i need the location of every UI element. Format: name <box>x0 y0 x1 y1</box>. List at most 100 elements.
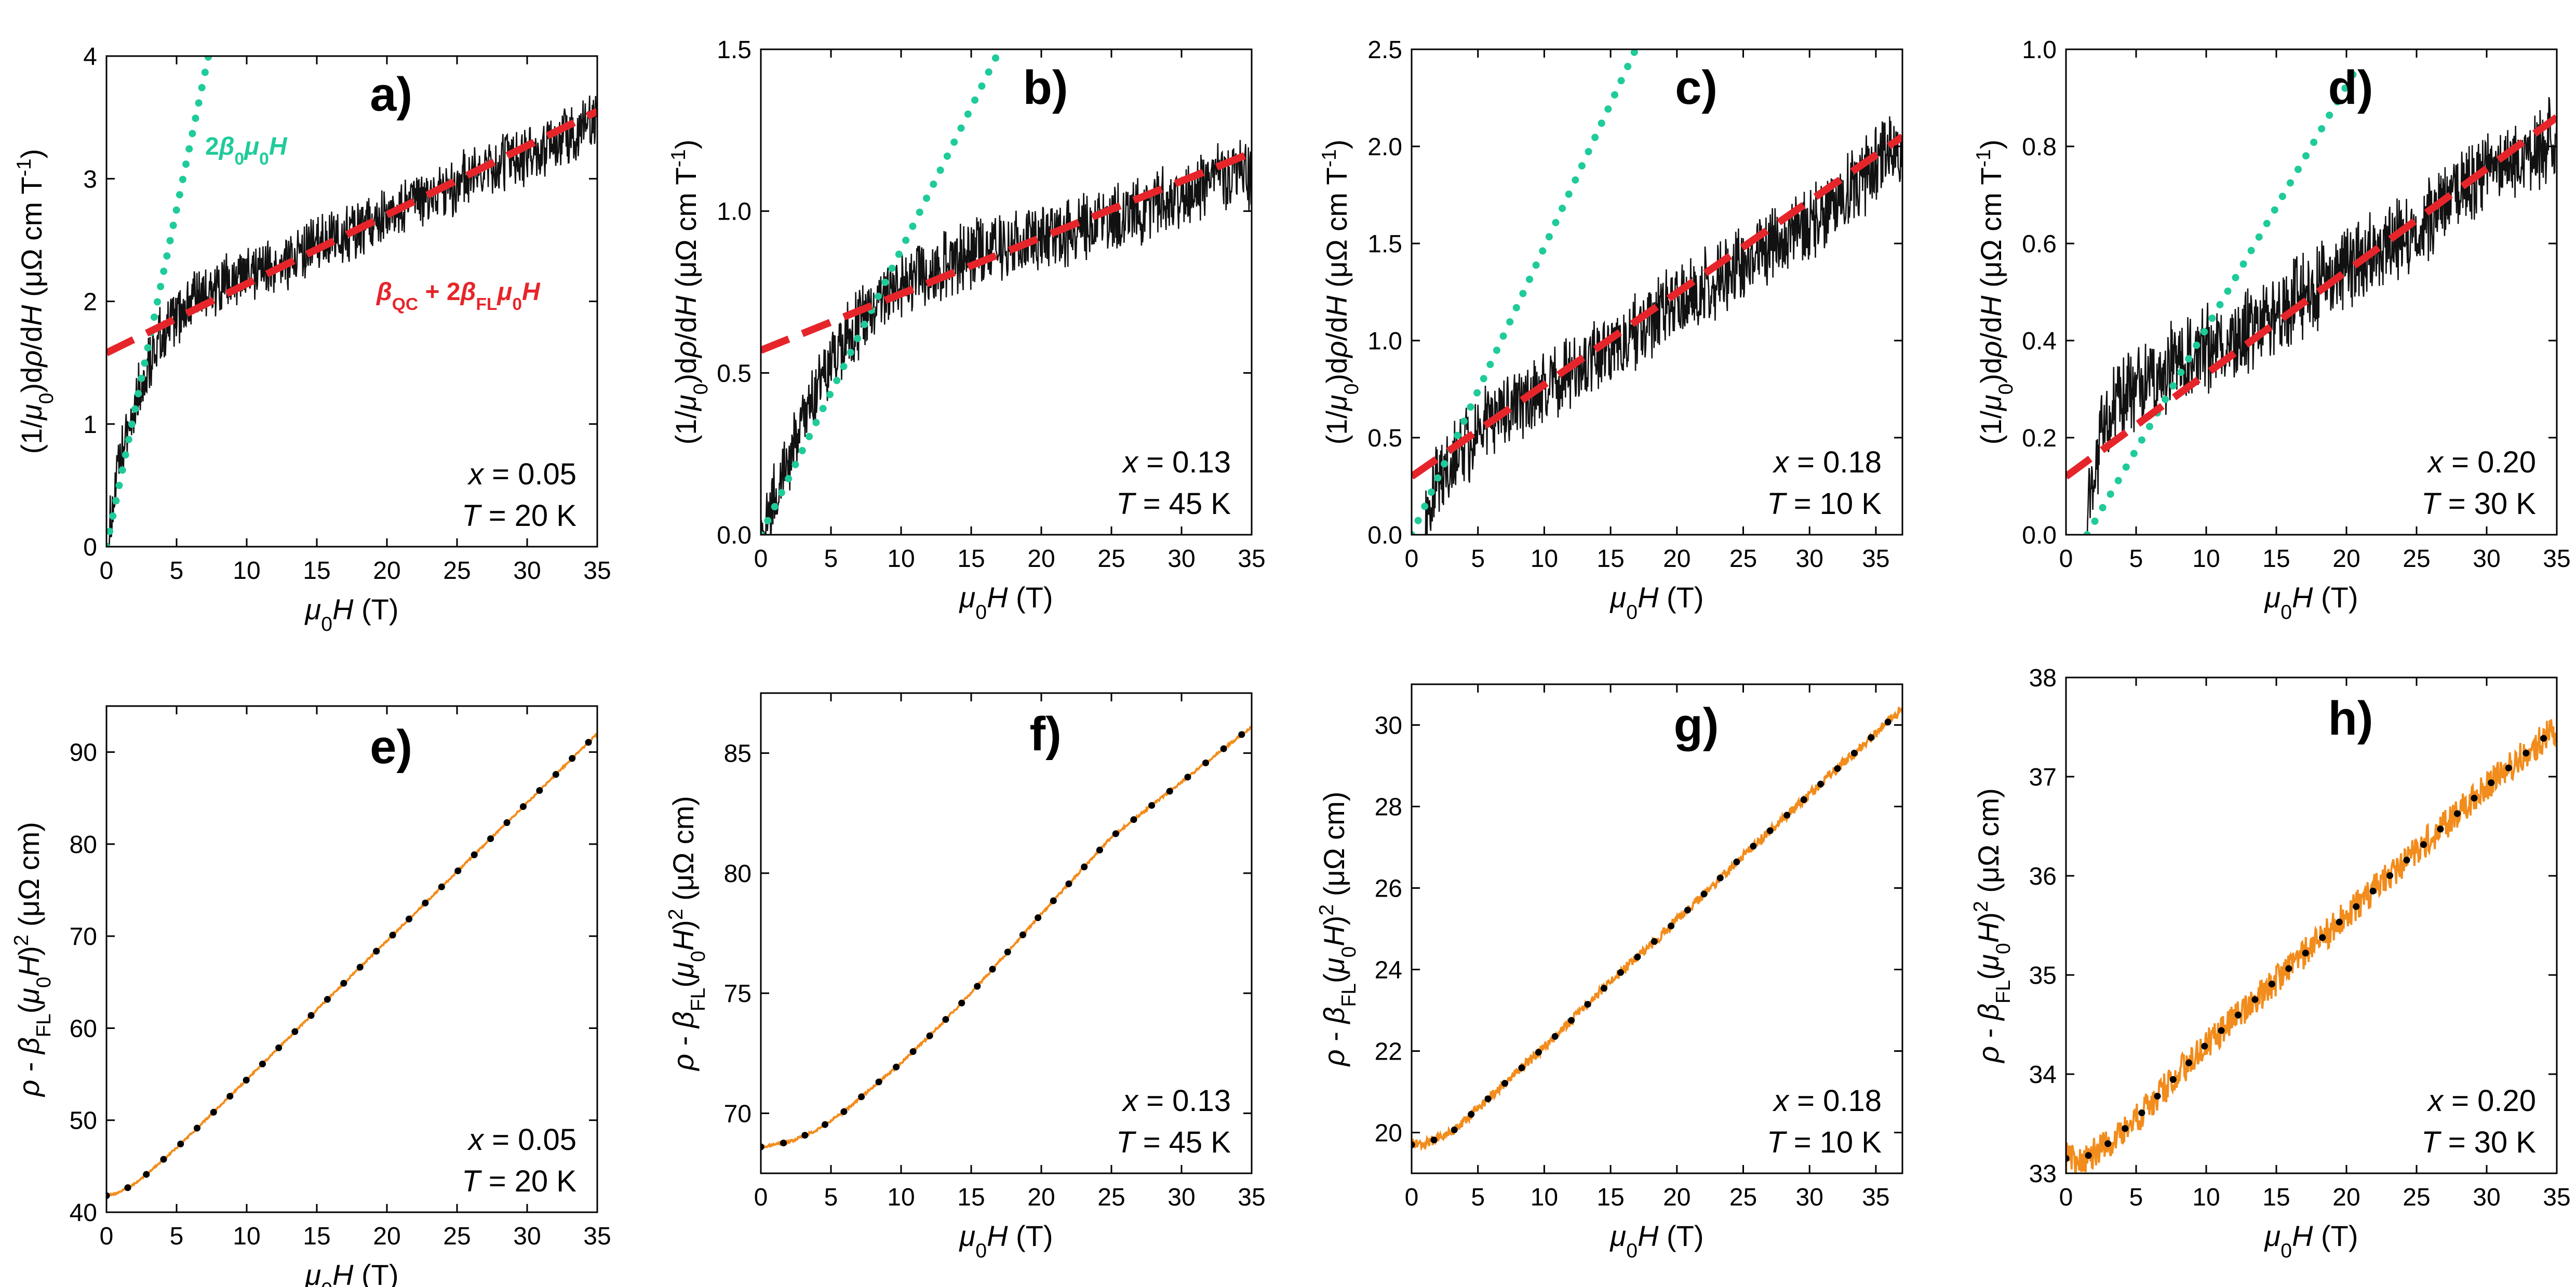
x-tick-label: 15 <box>303 1223 330 1250</box>
y-axis-label: (1/μ0)dρ/dH (μΩ cm T-1) <box>1973 140 2017 445</box>
x-axis-label: μ0H (T) <box>959 1220 1053 1262</box>
y-axis-label: ρ - βFL(μ0H)2 (μΩ cm) <box>1970 788 2015 1064</box>
x-tick-label: 30 <box>1796 1184 1823 1211</box>
x-tick-label: 5 <box>824 545 838 573</box>
chart-panel-d: 0 5 10 15 20 25 30 35 0.0 0.2 0.4 0.6 0.8 1.0 μ0H (T) (… <box>1973 36 2571 624</box>
y-tick-label: 70 <box>70 923 97 951</box>
axes-frame <box>2065 48 2558 536</box>
green-dotted-fit <box>761 49 1003 535</box>
x-tick-label: 20 <box>1663 545 1691 573</box>
plot-area <box>1412 705 1902 1152</box>
x-tick-label: 10 <box>1531 545 1558 573</box>
x-tick-label: 30 <box>1168 1184 1195 1211</box>
x-axis-label: μ0H (T) <box>304 1258 399 1287</box>
temperature-label: T = 45 K <box>1116 487 1231 521</box>
chart-panel-g: 0 5 10 15 20 25 30 35 20 22 24 26 28 30 μ0H (T) ρ - βFL… <box>1316 683 1903 1262</box>
x-tick-label: 15 <box>1596 1184 1624 1211</box>
y-tick-label: 0.2 <box>2022 425 2057 452</box>
x-tick-label: 25 <box>2403 545 2430 573</box>
y-axis-label: ρ - βFL(μ0H)2 (μΩ cm) <box>665 796 709 1072</box>
x-tick-label: 15 <box>957 1184 985 1211</box>
y-tick-label: 1.5 <box>717 36 752 64</box>
panel-label: f) <box>1029 708 1061 761</box>
green-dotted-fit <box>1412 49 1639 535</box>
temperature-label: T = 30 K <box>2421 1126 2536 1159</box>
panel-label: d) <box>2328 61 2373 114</box>
chart-panel-b: 0 5 10 15 20 25 30 35 0.0 0.5 1.0 1.5 μ0H (T) (1/μ0)d… <box>667 36 1266 624</box>
axes-frame <box>1411 683 1903 1174</box>
panel-label: c) <box>1675 61 1718 114</box>
x-tick-label: 35 <box>2543 1184 2570 1211</box>
y-tick-label: 1.0 <box>1367 328 1402 355</box>
y-tick-label: 60 <box>70 1015 97 1042</box>
x-tick-label: 30 <box>2473 1184 2500 1211</box>
y-tick-label: 85 <box>724 740 752 768</box>
x-tick-label: 5 <box>170 1223 184 1250</box>
y-tick-label: 2 <box>83 289 97 316</box>
x-tick-label: 35 <box>1862 1184 1889 1211</box>
x-tick-label: 10 <box>1531 1184 1558 1211</box>
y-axis-label: (1/μ0)dρ/dH (μΩ cm T-1) <box>667 140 712 445</box>
composition-label: x = 0.20 <box>2426 1084 2536 1118</box>
x-tick-label: 20 <box>373 557 400 585</box>
x-tick-label: 25 <box>1097 545 1125 573</box>
y-tick-label: 0.8 <box>2022 133 2057 161</box>
temperature-label: T = 20 K <box>462 499 576 533</box>
x-tick-label: 5 <box>2129 1184 2143 1211</box>
y-tick-label: 37 <box>2029 764 2057 791</box>
composition-label: x = 0.20 <box>2426 445 2536 479</box>
plot-area <box>106 730 597 1199</box>
x-tick-label: 5 <box>170 557 184 585</box>
x-tick-label: 20 <box>1663 1184 1691 1211</box>
x-tick-label: 0 <box>1405 545 1419 573</box>
x-tick-label: 20 <box>1027 1184 1055 1211</box>
x-tick-label: 35 <box>583 557 611 585</box>
green-fit-label: 2β0μ0H <box>205 133 288 169</box>
x-tick-label: 25 <box>2403 1184 2430 1211</box>
x-tick-label: 0 <box>754 545 768 573</box>
plot-area <box>761 49 1252 535</box>
composition-label: x = 0.05 <box>467 457 576 491</box>
x-tick-label: 0 <box>754 1184 768 1211</box>
x-tick-label: 10 <box>887 1184 915 1211</box>
y-axis-label: ρ - βFL(μ0H)2 (μΩ cm) <box>1316 792 1360 1067</box>
data-trace <box>1425 116 1902 535</box>
y-tick-label: 0 <box>83 534 97 561</box>
y-tick-label: 24 <box>1375 957 1402 984</box>
y-tick-label: 0.4 <box>2022 328 2057 355</box>
x-axis-label: μ0H (T) <box>2264 581 2358 624</box>
x-tick-label: 10 <box>2192 545 2220 573</box>
composition-label: x = 0.18 <box>1772 445 1882 479</box>
x-tick-label: 20 <box>2332 545 2360 573</box>
y-tick-label: 34 <box>2029 1061 2057 1089</box>
x-axis-label: μ0H (T) <box>1609 581 1704 624</box>
axes-frame <box>760 48 1253 536</box>
x-axis-label: μ0H (T) <box>959 581 1053 624</box>
temperature-label: T = 10 K <box>1767 1126 1882 1159</box>
data-trace <box>106 733 597 1198</box>
y-tick-label: 0.5 <box>717 360 752 387</box>
data-trace <box>1412 707 1902 1152</box>
y-tick-label: 50 <box>70 1107 97 1135</box>
x-tick-label: 30 <box>2473 545 2500 573</box>
y-axis-label: ρ - βFL(μ0H)2 (μΩ cm) <box>10 822 55 1098</box>
x-tick-label: 0 <box>100 1223 114 1250</box>
green-dotted-fit <box>2083 58 2364 535</box>
x-tick-label: 5 <box>2129 545 2143 573</box>
composition-label: x = 0.13 <box>1121 1084 1231 1118</box>
x-tick-label: 5 <box>1471 1184 1485 1211</box>
x-axis-label: μ0H (T) <box>2264 1220 2358 1262</box>
x-tick-label: 20 <box>1027 545 1055 573</box>
x-tick-label: 35 <box>583 1223 611 1250</box>
composition-label: x = 0.05 <box>467 1123 576 1157</box>
black-dotted-fit <box>761 723 1252 1150</box>
panel-label: e) <box>370 721 412 774</box>
x-tick-label: 10 <box>233 1223 260 1250</box>
panel-label: g) <box>1674 699 1719 752</box>
y-tick-label: 90 <box>70 739 97 767</box>
x-tick-label: 15 <box>957 545 985 573</box>
x-tick-label: 0 <box>2059 1184 2073 1211</box>
composition-label: x = 0.13 <box>1121 445 1231 479</box>
y-axis-label: (1/μ0)dρ/dH (μΩ cm T-1) <box>1318 140 1363 445</box>
y-tick-label: 2.0 <box>1367 133 1402 161</box>
